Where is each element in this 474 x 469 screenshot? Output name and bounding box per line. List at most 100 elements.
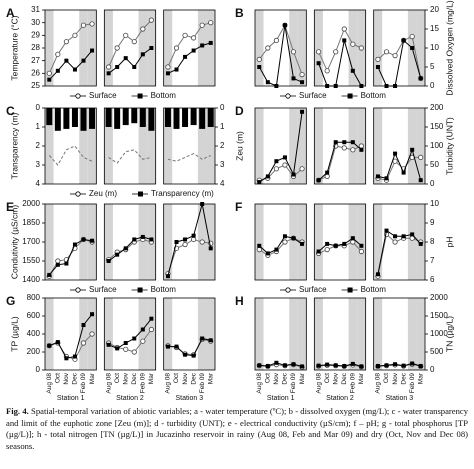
marker bbox=[418, 241, 423, 246]
y-tick-label: 8 bbox=[430, 237, 435, 246]
y-tick-label: 3 bbox=[220, 160, 225, 169]
marker bbox=[350, 147, 356, 153]
legend-label: Surface bbox=[89, 91, 117, 100]
marker bbox=[290, 49, 297, 55]
marker bbox=[63, 39, 69, 45]
marker bbox=[174, 67, 179, 72]
marker bbox=[359, 84, 364, 88]
legend-label: Transparency (m) bbox=[151, 189, 214, 198]
marker bbox=[148, 17, 154, 23]
marker bbox=[123, 341, 128, 345]
station-label: Station 3 bbox=[386, 395, 414, 402]
x-tick-label: Dec bbox=[131, 372, 138, 384]
marker bbox=[291, 362, 296, 367]
marker bbox=[282, 155, 287, 160]
bar bbox=[71, 108, 78, 127]
marker bbox=[265, 364, 270, 369]
marker bbox=[350, 361, 355, 366]
x-tick-label: Feb 09 bbox=[290, 373, 297, 394]
marker bbox=[55, 340, 60, 345]
y-tick-label: 1000 bbox=[430, 329, 448, 338]
marker bbox=[393, 234, 398, 239]
y-tick-label: 6 bbox=[430, 275, 435, 284]
panel-letter: G bbox=[6, 294, 15, 308]
marker bbox=[273, 166, 279, 172]
y-tick-label: 20 bbox=[430, 5, 439, 14]
x-tick-label: Mar bbox=[148, 372, 155, 384]
marker bbox=[324, 173, 330, 179]
marker bbox=[333, 49, 339, 55]
marker bbox=[291, 76, 296, 81]
marker bbox=[208, 338, 213, 343]
bar bbox=[148, 108, 155, 131]
y-tick-label: 200 bbox=[27, 347, 41, 356]
marker bbox=[81, 58, 86, 63]
marker bbox=[333, 363, 338, 368]
rainy-shade bbox=[416, 298, 425, 370]
rainy-shade bbox=[138, 10, 148, 86]
x-tick-label: Nov bbox=[182, 372, 189, 384]
y-tick-label: 1 bbox=[36, 122, 41, 131]
bar bbox=[114, 108, 121, 129]
marker bbox=[393, 362, 398, 367]
marker bbox=[299, 72, 305, 78]
marker bbox=[256, 56, 262, 63]
marker bbox=[208, 40, 213, 45]
panel-letter: D bbox=[235, 104, 244, 118]
y-tick-label: 7 bbox=[430, 256, 435, 265]
marker bbox=[300, 80, 305, 85]
x-tick-label: Aug 08 bbox=[315, 373, 322, 394]
marker bbox=[132, 336, 137, 341]
marker bbox=[341, 145, 347, 151]
rainy-shade bbox=[407, 298, 417, 370]
rainy-shade bbox=[373, 204, 383, 280]
marker bbox=[265, 251, 270, 256]
marker bbox=[257, 180, 262, 185]
marker bbox=[55, 51, 61, 57]
marker bbox=[375, 174, 380, 179]
marker bbox=[64, 58, 69, 63]
station-box bbox=[254, 9, 307, 87]
y-tick-label: 0 bbox=[430, 179, 435, 188]
rainy-shade bbox=[297, 298, 307, 370]
y-tick-label: 4 bbox=[36, 179, 41, 188]
marker bbox=[300, 364, 305, 369]
marker bbox=[359, 364, 364, 369]
rainy-shade bbox=[138, 108, 148, 184]
rainy-shade bbox=[206, 108, 215, 184]
x-tick-label: Aug 08 bbox=[105, 373, 112, 394]
marker bbox=[350, 239, 356, 245]
marker bbox=[316, 249, 321, 254]
marker bbox=[418, 178, 423, 183]
x-tick-label: Aug 08 bbox=[46, 373, 53, 394]
marker bbox=[299, 166, 305, 172]
rainy-shade bbox=[348, 10, 358, 86]
marker bbox=[80, 22, 87, 28]
caption-text: Spatial-temporal variation of abiotic va… bbox=[6, 406, 468, 451]
marker bbox=[359, 147, 364, 152]
marker bbox=[401, 38, 406, 43]
legend-label: Surface bbox=[299, 285, 327, 294]
marker bbox=[89, 21, 95, 27]
marker bbox=[148, 326, 154, 333]
station-box bbox=[103, 297, 157, 371]
rainy-shade bbox=[197, 108, 207, 184]
rainy-shade bbox=[407, 204, 417, 280]
marker bbox=[375, 56, 381, 63]
marker bbox=[165, 64, 171, 70]
marker bbox=[200, 202, 205, 206]
marker bbox=[140, 26, 146, 32]
marker bbox=[90, 312, 95, 317]
x-tick-label: Oct bbox=[173, 373, 180, 383]
y-axis-label: Transparency (m) bbox=[9, 112, 19, 179]
marker bbox=[325, 170, 330, 175]
marker bbox=[115, 252, 120, 257]
rainy-shade bbox=[314, 108, 323, 184]
y-tick-label: 200 bbox=[430, 103, 444, 112]
marker bbox=[46, 70, 52, 76]
rainy-shade bbox=[163, 204, 173, 280]
marker bbox=[55, 262, 60, 267]
x-tick-label: Dec bbox=[282, 372, 289, 384]
marker bbox=[282, 23, 287, 28]
marker bbox=[173, 45, 180, 51]
